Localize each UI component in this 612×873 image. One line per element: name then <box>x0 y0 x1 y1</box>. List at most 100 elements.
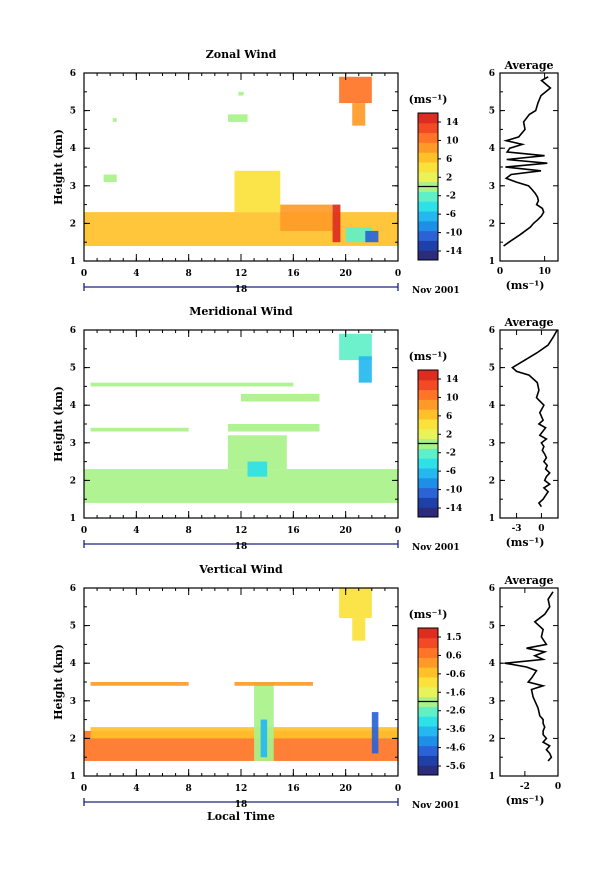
y-tick-label: 1 <box>70 514 76 524</box>
profile-y-tick-label: 4 <box>489 659 495 669</box>
colorbar-band-5 <box>418 201 438 212</box>
colorbar-band-9 <box>418 677 438 688</box>
heat-cell-3 <box>332 204 341 243</box>
y-tick-label: 5 <box>70 364 76 374</box>
x-tick-label: 0 <box>81 526 87 536</box>
profile-y-tick-label: 1 <box>489 514 495 524</box>
colorbar-band-13 <box>418 122 438 134</box>
heat-cell-5 <box>90 682 189 686</box>
profile-line <box>511 329 558 508</box>
x-axis-label: Local Time <box>207 810 275 823</box>
colorbar-band-4 <box>418 468 438 479</box>
profile-y-tick-label: 3 <box>489 697 495 707</box>
colorbar-tick-label: -6 <box>446 467 456 477</box>
colorbar-band-10 <box>418 667 438 678</box>
y-tick-label: 5 <box>70 107 76 117</box>
profile-x-tick-label: 0 <box>497 267 503 277</box>
x-tick-label: 12 <box>235 784 248 794</box>
x-tick-label: 12 <box>235 526 248 536</box>
heat-cell-8 <box>352 618 366 641</box>
y-tick-label: 2 <box>70 476 76 486</box>
heat-cell-6 <box>339 76 372 104</box>
y-tick-label: 3 <box>70 439 76 449</box>
colorbar-band-13 <box>418 637 438 649</box>
colorbar-band-6 <box>418 448 438 459</box>
profile-x-tick-label: 0 <box>538 524 544 534</box>
y-tick-label: 2 <box>70 734 76 744</box>
colorbar-tick-label: -10 <box>446 229 462 239</box>
heat-cell-8 <box>103 174 117 183</box>
profile-x-tick-label: -3 <box>512 524 522 534</box>
y-axis-label: Height (km) <box>52 644 65 720</box>
colorbar-band-12 <box>418 132 438 143</box>
colorbar-tick-label: 2 <box>446 173 452 183</box>
y-axis-label: Height (km) <box>52 386 65 462</box>
colorbar-tick-label: -14 <box>446 247 462 257</box>
date-label: 18 <box>235 800 248 810</box>
profile-y-tick-label: 3 <box>489 182 495 192</box>
colorbar-band-6 <box>418 706 438 717</box>
colorbar-tick-label: -2 <box>446 192 456 202</box>
heat-cell-7 <box>339 588 372 619</box>
x-tick-label: 8 <box>186 526 192 536</box>
colorbar-tick-label: -3.6 <box>446 725 465 735</box>
profile-y-tick-label: 2 <box>489 476 495 486</box>
colorbar-band-1 <box>418 755 438 766</box>
x-tick-label: 0 <box>395 269 401 279</box>
profile-x-tick-label: 0 <box>555 782 561 792</box>
heat-cell-3 <box>260 719 268 758</box>
x-tick-label: 16 <box>287 526 300 536</box>
heat-cell-3 <box>339 333 372 361</box>
colorbar-band-11 <box>418 399 438 410</box>
colorbar-band-11 <box>418 142 438 153</box>
colorbar-band-13 <box>418 379 438 391</box>
colorbar-tick-label: 6 <box>446 155 452 165</box>
colorbar-band-12 <box>418 389 438 400</box>
colorbar-unit: (ms⁻¹) <box>409 93 448 106</box>
heat-cell-9 <box>227 114 248 122</box>
heat-cell-5 <box>365 230 379 243</box>
colorbar-band-5 <box>418 716 438 727</box>
colorbar-tick-label: 2 <box>446 430 452 440</box>
colorbar-tick-label: -5.6 <box>446 762 465 772</box>
heat-cell-1 <box>234 170 281 213</box>
profile-xlabel: (ms⁻¹) <box>506 536 545 549</box>
x-tick-label: 16 <box>287 784 300 794</box>
colorbar-unit: (ms⁻¹) <box>409 350 448 363</box>
colorbar-band-4 <box>418 726 438 737</box>
colorbar-band-1 <box>418 497 438 508</box>
colorbar-tick-label: -1.6 <box>446 688 465 698</box>
profile-xlabel: (ms⁻¹) <box>506 279 545 292</box>
x-tick-label: 8 <box>186 784 192 794</box>
profile-y-tick-label: 3 <box>489 439 495 449</box>
heat-cell-10 <box>238 91 244 96</box>
profile-y-tick-label: 6 <box>489 69 495 79</box>
colorbar-band-0 <box>418 250 438 261</box>
colorbar-tick-label: -10 <box>446 486 462 496</box>
profile-title: Average <box>503 316 553 329</box>
colorbar-band-14 <box>418 113 438 124</box>
colorbar-band-9 <box>418 162 438 173</box>
colorbar-tick-label: -2 <box>446 449 456 459</box>
profile-x-tick-label: -2 <box>520 782 530 792</box>
x-tick-label: 12 <box>235 269 248 279</box>
colorbar-band-3 <box>418 220 438 232</box>
profile-line <box>504 591 554 762</box>
colorbar-band-9 <box>418 419 438 430</box>
heat-cell-1 <box>90 727 399 739</box>
colorbar-tick-label: 14 <box>446 118 459 128</box>
colorbar-tick-label: -2.6 <box>446 707 465 717</box>
colorbar-band-3 <box>418 735 438 747</box>
heat-cell-6 <box>234 682 313 686</box>
colorbar-band-14 <box>418 628 438 639</box>
y-tick-label: 2 <box>70 219 76 229</box>
y-tick-label: 4 <box>70 144 76 154</box>
colorbar-band-14 <box>418 370 438 381</box>
y-tick-label: 6 <box>70 326 76 336</box>
colorbar-band-10 <box>418 409 438 420</box>
colorbar-tick-label: 10 <box>446 393 459 403</box>
x-tick-label: 20 <box>339 269 352 279</box>
heat-cell-7 <box>352 103 366 126</box>
